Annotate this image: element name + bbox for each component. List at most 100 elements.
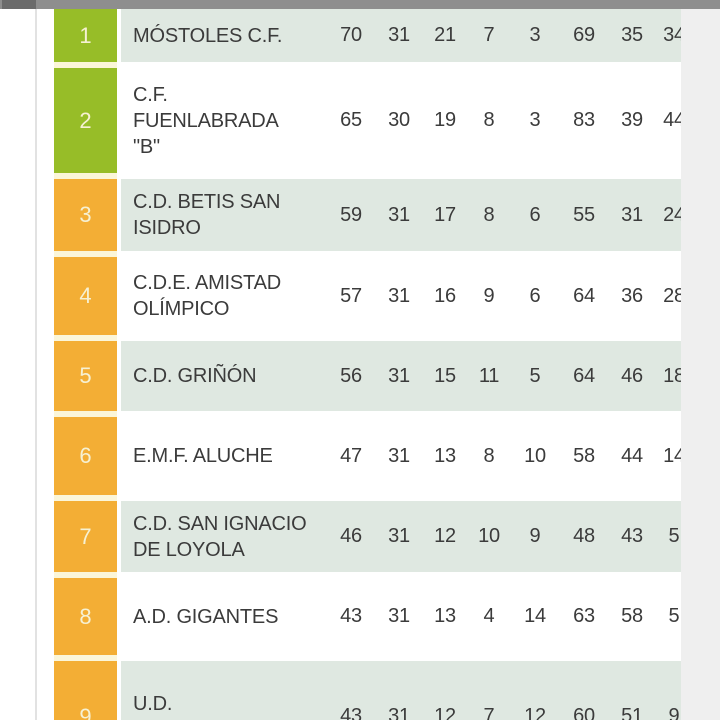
drawn-cell: 7 bbox=[483, 705, 495, 720]
drawn-cell: 4 bbox=[483, 605, 495, 627]
table-row[interactable]: 7 C.D. SAN IGNACIO DE LOYOLA 46 31 12 10… bbox=[0, 501, 720, 572]
goal-diff-cell: 34 bbox=[663, 24, 681, 46]
drawn-cell: 7 bbox=[483, 24, 495, 46]
goals-for-cell: 60 bbox=[573, 705, 595, 720]
goals-against-cell: 51 bbox=[621, 705, 643, 720]
points-cell: 43 bbox=[340, 605, 362, 627]
position-number: 7 bbox=[79, 523, 92, 549]
won-cell: 13 bbox=[434, 605, 456, 627]
goals-against-cell: 36 bbox=[621, 284, 643, 307]
goals-for-cell: 58 bbox=[573, 444, 595, 467]
position-badge: 8 bbox=[54, 578, 117, 655]
position-badge: 9 bbox=[54, 661, 117, 720]
table-row[interactable]: 2 C.F. FUENLABRADA "B" 65 30 19 8 3 83 3… bbox=[0, 68, 720, 173]
won-cell: 19 bbox=[434, 109, 456, 131]
played-cell: 30 bbox=[388, 109, 410, 131]
goal-diff-cell: 9 bbox=[668, 705, 680, 720]
played-cell: 31 bbox=[388, 444, 410, 467]
row-main: E.M.F. ALUCHE 47 31 13 8 10 58 44 14 bbox=[121, 417, 681, 495]
points-cell: 70 bbox=[340, 24, 362, 46]
goals-lost-cell: 12 bbox=[524, 705, 546, 720]
row-main: C.D. SAN IGNACIO DE LOYOLA 46 31 12 10 9… bbox=[121, 501, 681, 572]
won-cell: 12 bbox=[434, 525, 456, 547]
goals-against-cell: 58 bbox=[621, 605, 643, 627]
points-cell: 46 bbox=[340, 525, 362, 547]
played-cell: 31 bbox=[388, 605, 410, 627]
table-row[interactable]: 1 MÓSTOLES C.F. 70 31 21 7 3 69 35 34 bbox=[0, 9, 720, 62]
won-cell: 12 bbox=[434, 705, 456, 720]
team-name: C.D. SAN IGNACIO DE LOYOLA bbox=[133, 512, 307, 561]
goal-diff-cell: 24 bbox=[663, 203, 681, 226]
goals-against-cell: 35 bbox=[621, 24, 643, 46]
position-number: 8 bbox=[79, 603, 92, 629]
horizontal-scrollbar-track[interactable] bbox=[0, 0, 720, 9]
goals-lost-cell: 5 bbox=[529, 364, 541, 387]
drawn-cell: 8 bbox=[483, 109, 495, 131]
table-row[interactable]: 5 C.D. GRIÑÓN 56 31 15 11 5 64 46 18 bbox=[0, 341, 720, 411]
drawn-cell: 9 bbox=[483, 284, 495, 307]
won-cell: 17 bbox=[434, 203, 456, 226]
played-cell: 31 bbox=[388, 525, 410, 547]
goals-lost-cell: 3 bbox=[529, 24, 541, 46]
row-main: C.D. GRIÑÓN 56 31 15 11 5 64 46 18 bbox=[121, 341, 681, 411]
position-number: 6 bbox=[79, 443, 92, 468]
table-row[interactable]: 4 C.D.E. AMISTAD OLÍMPICO 57 31 16 9 6 6… bbox=[0, 257, 720, 335]
goals-for-cell: 63 bbox=[573, 605, 595, 627]
goals-for-cell: 64 bbox=[573, 364, 595, 387]
position-badge: 4 bbox=[54, 257, 117, 335]
won-cell: 16 bbox=[434, 284, 456, 307]
table-row[interactable]: 9 U.D. ARROYOMOLINOS 43 31 12 7 12 60 51… bbox=[0, 661, 720, 720]
table-row[interactable]: 6 E.M.F. ALUCHE 47 31 13 8 10 58 44 14 bbox=[0, 417, 720, 495]
goals-lost-cell: 3 bbox=[529, 109, 541, 131]
played-cell: 31 bbox=[388, 24, 410, 46]
played-cell: 31 bbox=[388, 705, 410, 720]
row-main: U.D. ARROYOMOLINOS 43 31 12 7 12 60 51 9 bbox=[121, 661, 681, 720]
table-row[interactable]: 3 C.D. BETIS SAN ISIDRO 59 31 17 8 6 55 … bbox=[0, 179, 720, 251]
played-cell: 31 bbox=[388, 364, 410, 387]
table-row[interactable]: 8 A.D. GIGANTES 43 31 13 4 14 63 58 5 bbox=[0, 578, 720, 655]
goals-for-cell: 83 bbox=[573, 109, 595, 131]
goals-against-cell: 44 bbox=[621, 444, 643, 467]
goals-against-cell: 39 bbox=[621, 109, 643, 131]
position-number: 3 bbox=[79, 202, 92, 227]
goals-lost-cell: 9 bbox=[529, 525, 541, 547]
team-name: E.M.F. ALUCHE bbox=[133, 445, 273, 467]
drawn-cell: 8 bbox=[483, 203, 495, 226]
points-cell: 57 bbox=[340, 284, 362, 307]
position-number: 5 bbox=[79, 363, 92, 388]
team-name: C.F. FUENLABRADA "B" bbox=[133, 83, 279, 158]
goals-lost-cell: 14 bbox=[524, 605, 546, 627]
drawn-cell: 11 bbox=[478, 364, 500, 387]
goals-for-cell: 48 bbox=[573, 525, 595, 547]
team-name: A.D. GIGANTES bbox=[133, 605, 279, 628]
drawn-cell: 10 bbox=[478, 525, 500, 547]
position-badge: 3 bbox=[54, 179, 117, 251]
goal-diff-cell: 5 bbox=[668, 525, 680, 547]
goals-for-cell: 55 bbox=[573, 203, 595, 226]
row-main: C.D. BETIS SAN ISIDRO 59 31 17 8 6 55 31… bbox=[121, 179, 681, 251]
goal-diff-cell: 28 bbox=[663, 284, 681, 307]
position-number: 9 bbox=[79, 703, 92, 720]
drawn-cell: 8 bbox=[483, 444, 495, 467]
goals-lost-cell: 6 bbox=[529, 284, 541, 307]
played-cell: 31 bbox=[388, 284, 410, 307]
position-badge: 6 bbox=[54, 417, 117, 495]
horizontal-scrollbar-thumb[interactable] bbox=[2, 0, 36, 9]
won-cell: 15 bbox=[434, 364, 456, 387]
row-main: A.D. GIGANTES 43 31 13 4 14 63 58 5 bbox=[121, 578, 681, 655]
goals-against-cell: 43 bbox=[621, 525, 643, 547]
won-cell: 21 bbox=[434, 24, 456, 46]
position-number: 1 bbox=[79, 22, 92, 48]
points-cell: 43 bbox=[340, 705, 362, 720]
position-badge: 1 bbox=[54, 9, 117, 62]
goals-lost-cell: 6 bbox=[529, 203, 541, 226]
position-number: 2 bbox=[79, 107, 92, 133]
goals-for-cell: 69 bbox=[573, 24, 595, 46]
goals-against-cell: 46 bbox=[621, 364, 643, 387]
goals-against-cell: 31 bbox=[621, 203, 643, 226]
position-badge: 5 bbox=[54, 341, 117, 411]
goal-diff-cell: 5 bbox=[668, 605, 680, 627]
goal-diff-cell: 14 bbox=[663, 444, 681, 467]
position-number: 4 bbox=[79, 283, 92, 308]
